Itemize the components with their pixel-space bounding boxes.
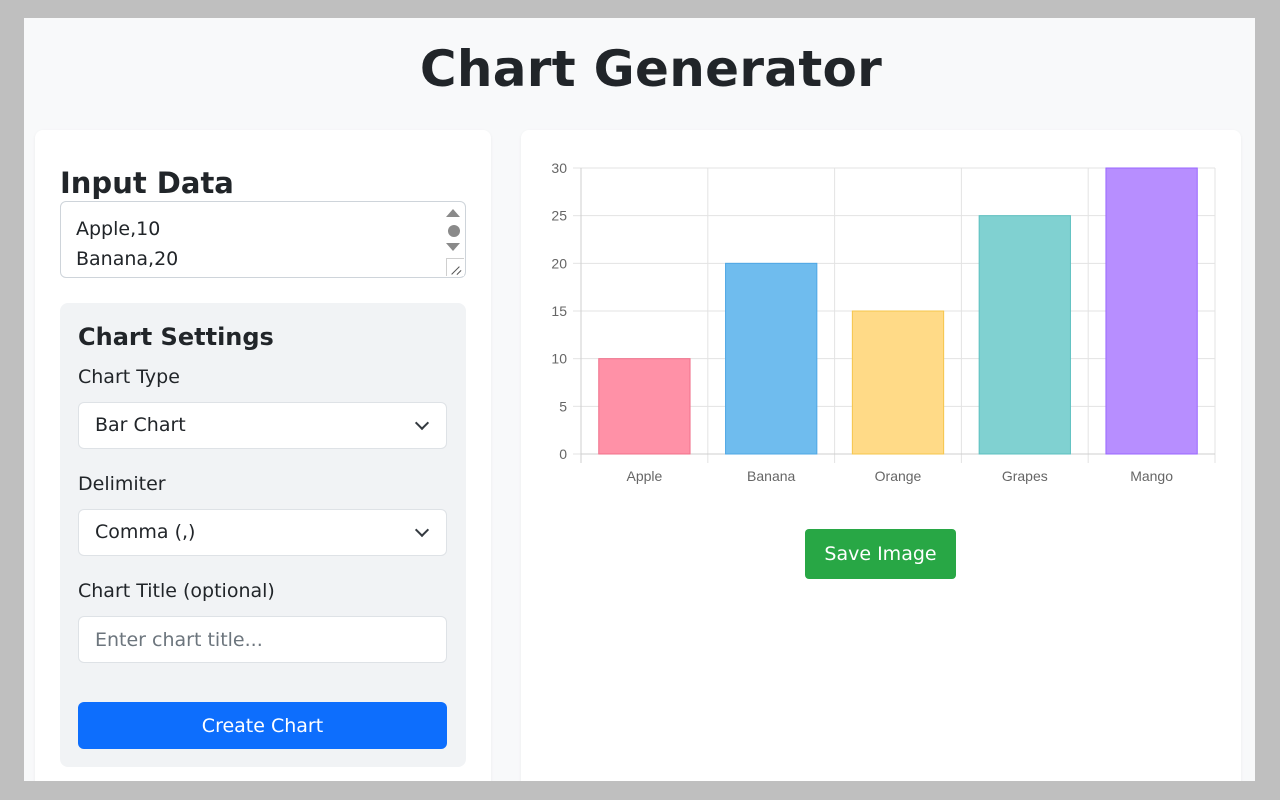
scroll-up-arrow-icon[interactable] [446, 209, 460, 217]
chart-title-input[interactable] [78, 616, 447, 663]
delimiter-label: Delimiter [78, 473, 166, 495]
y-tick-label: 15 [551, 303, 567, 319]
x-tick-label: Banana [747, 468, 795, 484]
y-tick-label: 10 [551, 351, 567, 367]
chart-settings-heading: Chart Settings [78, 323, 274, 351]
chevron-down-icon [414, 522, 430, 538]
chart-panel: 0 5 10 15 20 25 30 Apple Banana Orange Grapes Mango… [521, 130, 1241, 781]
data-textarea[interactable]: Apple,10 Banana,20 [60, 201, 466, 278]
bar-banana [725, 262, 818, 455]
x-tick-label: Apple [626, 468, 662, 484]
data-textarea-content[interactable]: Apple,10 Banana,20 [76, 218, 179, 270]
x-tick-label: Orange [875, 468, 922, 484]
chart-type-selected-value: Bar Chart [95, 414, 186, 436]
y-tick-label: 5 [559, 398, 567, 414]
chart-title-label: Chart Title (optional) [78, 580, 275, 602]
save-image-button[interactable]: Save Image [805, 529, 956, 579]
y-tick-label: 0 [559, 446, 567, 462]
app-window: Chart Generator Input Data Apple,10 Bana… [24, 18, 1255, 781]
input-data-heading: Input Data [60, 166, 234, 200]
chart-type-label: Chart Type [78, 366, 180, 388]
chart-settings-section: Chart Settings Chart Type Bar Chart Deli… [60, 303, 466, 767]
create-chart-button[interactable]: Create Chart [78, 702, 447, 749]
page-title: Chart Generator [419, 40, 883, 98]
x-tick-label: Grapes [1002, 468, 1048, 484]
y-tick-label: 20 [551, 255, 567, 271]
bar-grapes [978, 215, 1071, 455]
x-tick-label: Mango [1130, 468, 1173, 484]
bar-apple [598, 358, 691, 455]
bar-mango [1105, 167, 1198, 455]
y-tick-label: 25 [551, 208, 567, 224]
bar-orange [851, 310, 945, 455]
chevron-down-icon [414, 415, 430, 431]
delimiter-select[interactable]: Comma (,) [78, 509, 447, 556]
chart-type-select[interactable]: Bar Chart [78, 402, 447, 449]
scrollbar-thumb[interactable] [448, 225, 460, 237]
y-tick-label: 30 [551, 160, 567, 176]
resize-handle-icon[interactable] [446, 258, 464, 276]
bar-chart: 0 5 10 15 20 25 30 Apple Banana Orange Grapes Mango [551, 160, 1216, 484]
input-panel: Input Data Apple,10 Banana,20 Chart Sett… [35, 130, 491, 781]
scroll-down-arrow-icon[interactable] [446, 243, 460, 251]
delimiter-selected-value: Comma (,) [95, 521, 196, 543]
